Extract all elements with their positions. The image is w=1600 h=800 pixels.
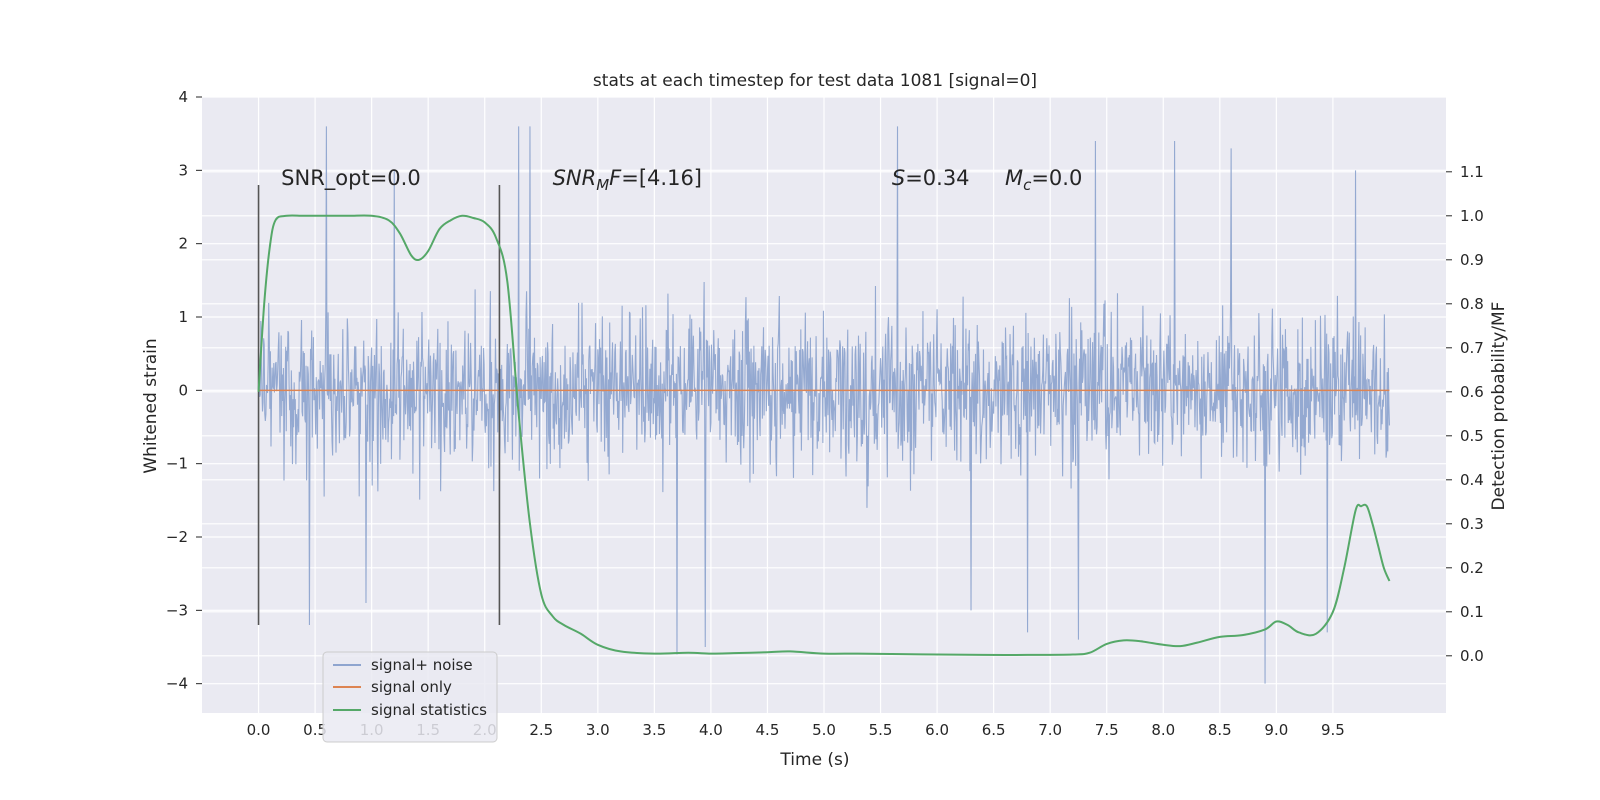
y2-tick-label: 0.7 <box>1460 339 1484 357</box>
y2-tick-label: 0.1 <box>1460 603 1484 621</box>
statistics-line <box>257 214 1391 656</box>
annotation-snr-mf: SNRMF=[4.16] <box>553 166 702 194</box>
legend-label-signal: signal only <box>371 678 452 696</box>
y2-tick-label: 0.6 <box>1460 383 1484 401</box>
x-tick-label: 3.0 <box>586 721 610 739</box>
noise-series <box>258 126 1390 684</box>
legend: signal+ noise signal only signal statist… <box>322 651 498 743</box>
y2-tick-label: 0.3 <box>1460 515 1484 533</box>
statistics-series <box>257 214 1391 656</box>
x-tick-label: 6.0 <box>925 721 949 739</box>
x-tick-label: 3.5 <box>642 721 666 739</box>
x-tick-label: 6.5 <box>982 721 1006 739</box>
y-tick-label: 4 <box>178 88 188 106</box>
y2-tick-label: 0.0 <box>1460 647 1484 665</box>
y2-tick-label: 0.8 <box>1460 295 1484 313</box>
y-tick-label: −2 <box>166 528 188 546</box>
y-tick-label: 2 <box>178 235 188 253</box>
x-tick-label: 7.0 <box>1038 721 1062 739</box>
x-tick-label: 8.0 <box>1151 721 1175 739</box>
x-tick-label: 5.5 <box>869 721 893 739</box>
x-tick-label: 2.5 <box>529 721 553 739</box>
y-tick-label: −1 <box>166 455 188 473</box>
y2-axis-label: Detection probability/MF <box>1489 302 1509 511</box>
y-tick-label: −4 <box>166 675 188 693</box>
legend-label-statistics: signal statistics <box>371 701 487 719</box>
y2-tick-label: 0.4 <box>1460 471 1484 489</box>
y2-tick-label: 1.1 <box>1460 163 1484 181</box>
y-tick-label: 3 <box>178 161 188 179</box>
annotation-mc: Mc=0.0 <box>1005 166 1082 194</box>
y2-tick-label: 1.0 <box>1460 207 1484 225</box>
y-tick-label: 1 <box>178 308 188 326</box>
y2-tick-label: 0.2 <box>1460 559 1484 577</box>
annotation-s: S=0.34 <box>892 166 970 190</box>
noise-line <box>258 126 1390 684</box>
x-tick-label: 4.0 <box>699 721 723 739</box>
vertical-markers <box>257 185 501 625</box>
annotations: SNR_opt=0.0 SNRMF=[4.16] S=0.34 Mc=0.0 <box>281 166 1082 194</box>
legend-box <box>322 651 498 743</box>
x-tick-label: 4.5 <box>756 721 780 739</box>
x-tick-label: 8.5 <box>1208 721 1232 739</box>
x-tick-label: 9.0 <box>1264 721 1288 739</box>
y-axis-ticks: 4 3 2 1 0 −1 −2 −3 −4 <box>166 88 202 693</box>
x-tick-label: 0.5 <box>303 721 327 739</box>
y2-tick-label: 0.5 <box>1460 427 1484 445</box>
x-tick-label: 5.0 <box>812 721 836 739</box>
y-axis-label: Whitened strain <box>141 338 161 473</box>
x-axis-label: Time (s) <box>779 750 849 770</box>
x-tick-label: 7.5 <box>1095 721 1119 739</box>
y2-axis-ticks: 1.1 1.0 0.9 0.8 0.7 0.6 0.5 0.4 0.3 0.2 0.1 0.0 <box>1446 163 1484 665</box>
y-tick-label: −3 <box>166 601 188 619</box>
y-tick-label: 0 <box>178 381 188 399</box>
y2-tick-label: 0.9 <box>1460 251 1484 269</box>
chart-title: stats at each timestep for test data 108… <box>593 71 1037 91</box>
x-tick-label: 0.0 <box>247 721 271 739</box>
annotation-snr-opt: SNR_opt=0.0 <box>281 166 421 191</box>
x-tick-label: 9.5 <box>1321 721 1345 739</box>
legend-label-noise: signal+ noise <box>371 656 473 674</box>
